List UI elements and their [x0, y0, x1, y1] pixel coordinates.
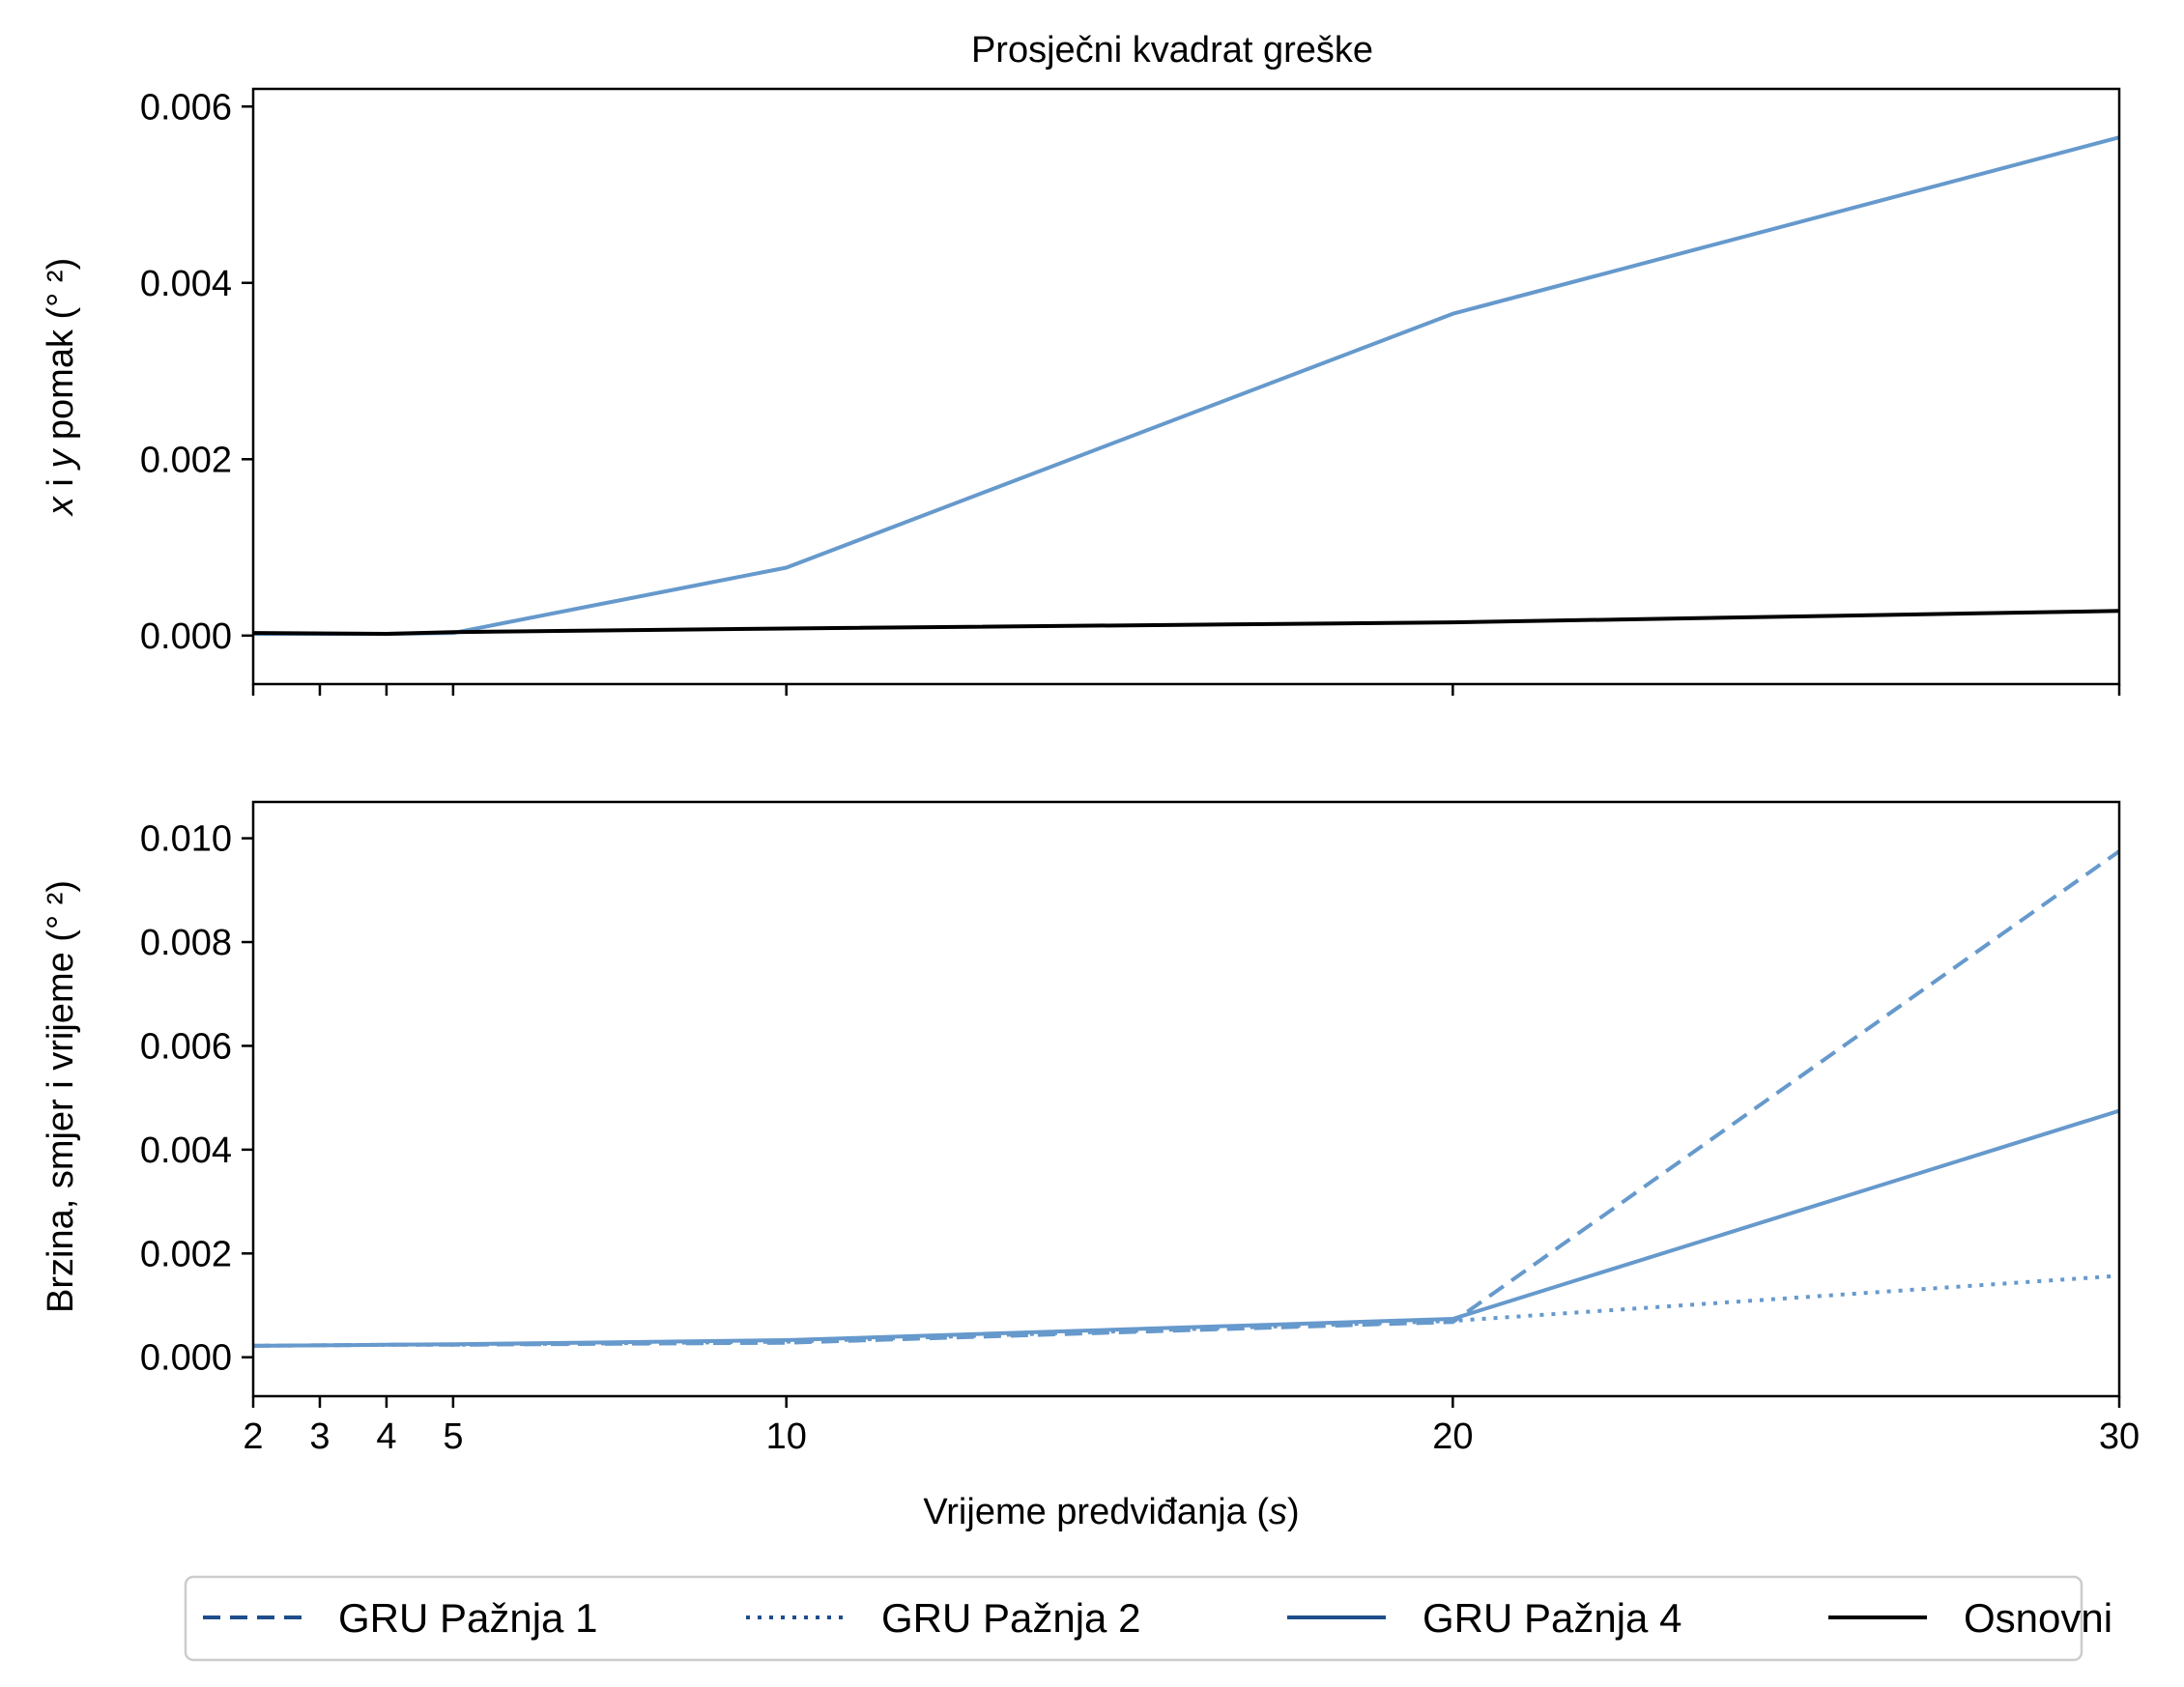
legend-label: GRU Pažnja 4 [1422, 1595, 1681, 1641]
y-axis-label-top: x i y pomak (° ²) [41, 258, 81, 517]
chart-title: Prosječni kvadrat greške [971, 30, 1373, 71]
series-line-1 [253, 135, 2120, 636]
bottom-panel: 0.000 0.002 0.004 0.006 0.008 0.010 2 3 4 5 10 20 30 [140, 800, 2140, 1457]
y-axis-label-bottom: Brzina, smjer i vrijeme (° ²) [41, 880, 81, 1313]
y-tick-label: 0.006 [140, 87, 232, 128]
legend: GRU Pažnja 1 GRU Pažnja 2 GRU Pažnja 4 Osno… [184, 1575, 2112, 1662]
y-tick-label: 0.006 [140, 1026, 232, 1067]
y-tick-label: 0.010 [140, 819, 232, 860]
legend-box [184, 1575, 2083, 1662]
y-tick-label: 0.002 [140, 1234, 232, 1274]
y-tick-label: 0.002 [140, 440, 232, 480]
x-tick-label: 20 [1432, 1416, 1473, 1457]
plot-frame [251, 800, 2121, 1398]
y-tick-label: 0.000 [140, 616, 232, 657]
series-line-2 [252, 609, 2120, 636]
x-axis-label: Vrijeme predviđanja (s) [923, 1492, 1299, 1532]
top-panel: 0.000 0.002 0.004 0.006 [140, 87, 2121, 696]
x-tick-label: 5 [443, 1416, 463, 1457]
x-tick-label: 30 [2099, 1416, 2140, 1457]
y-tick-label: 0.000 [140, 1338, 232, 1379]
y-tick-label: 0.008 [140, 923, 232, 963]
series-line-3 [252, 1108, 2120, 1348]
y-tick-label: 0.004 [140, 264, 232, 304]
x-tick-label: 2 [243, 1416, 263, 1457]
x-tick-label: 10 [766, 1416, 807, 1457]
series-line-2 [252, 1273, 2120, 1348]
x-tick-label: 3 [309, 1416, 330, 1457]
plot-frame [251, 87, 2121, 686]
x-tick-label: 4 [376, 1416, 396, 1457]
y-tick-label: 0.004 [140, 1130, 232, 1171]
series-line-1 [252, 849, 2121, 1348]
legend-label: GRU Pažnja 2 [881, 1595, 1140, 1641]
legend-label: GRU Pažnja 1 [338, 1595, 597, 1641]
legend-label: Osnovni [1964, 1595, 2112, 1641]
